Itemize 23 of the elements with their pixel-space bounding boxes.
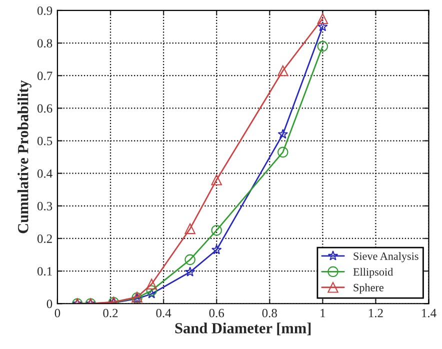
y-tick-label: 0.3: [37, 202, 52, 210]
legend-label: Sieve Analysis: [354, 252, 418, 262]
y-tick-label: 0.1: [37, 267, 52, 276]
y-tick-label: 0.7: [37, 72, 52, 80]
y-tick-label: 0.2: [37, 234, 52, 243]
x-tick-label: 0.4: [156, 308, 172, 318]
y-tick-label: 0.9: [37, 6, 52, 15]
x-tick-label: 1.2: [368, 308, 383, 318]
y-tick-label: 0: [46, 300, 52, 308]
y-tick-label: 0.8: [37, 39, 52, 48]
x-tick-label: 1: [320, 308, 326, 318]
x-axis-title: Sand Diameter [mm]: [175, 322, 311, 336]
x-tick-label: 1.4: [422, 308, 436, 318]
legend-label: Ellipsoid: [353, 268, 393, 278]
x-tick-label: 0: [54, 308, 60, 318]
x-tick-label: 0.2: [103, 308, 118, 318]
y-tick-label: 0.6: [37, 104, 52, 113]
y-tick-label: 0.5: [37, 136, 52, 146]
x-tick-label: 0.6: [209, 308, 224, 318]
legend-label: Sphere: [354, 284, 384, 294]
y-tick-label: 0.4: [37, 169, 52, 178]
x-tick-label: 0.8: [262, 308, 277, 318]
y-axis-title: Cumulative Probability: [18, 80, 32, 234]
